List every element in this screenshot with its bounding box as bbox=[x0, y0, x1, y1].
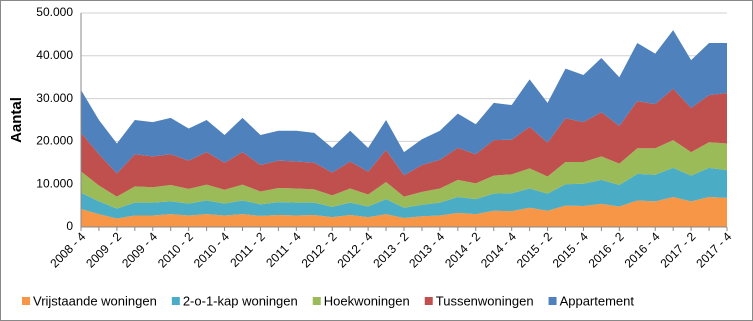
y-tick-label: 0 bbox=[66, 219, 73, 233]
legend-label: Appartement bbox=[560, 293, 635, 308]
y-axis-label: Aantal bbox=[8, 97, 25, 143]
legend-swatch bbox=[312, 297, 321, 305]
y-tick-label: 50.000 bbox=[36, 5, 73, 19]
y-tick-label: 40.000 bbox=[36, 48, 73, 62]
legend-item: 2-o-1-kap woningen bbox=[171, 293, 298, 308]
legend-item: Vrijstaande woningen bbox=[22, 293, 157, 308]
legend-swatch bbox=[22, 297, 30, 305]
y-tick-label: 20.000 bbox=[36, 134, 73, 148]
legend-label: 2-o-1-kap woningen bbox=[183, 293, 298, 308]
legend-swatch bbox=[424, 297, 433, 305]
y-tick-label: 10.000 bbox=[36, 176, 73, 190]
legend-swatch bbox=[548, 297, 557, 305]
area bbox=[81, 88, 727, 197]
area bbox=[81, 140, 727, 209]
legend-swatch bbox=[171, 297, 180, 305]
legend-item: Appartement bbox=[548, 293, 635, 308]
area bbox=[81, 167, 727, 219]
legend-item: Tussenwoningen bbox=[424, 293, 534, 308]
area bbox=[81, 30, 727, 176]
legend-item: Hoekwoningen bbox=[312, 293, 410, 308]
legend-label: Hoekwoningen bbox=[324, 293, 410, 308]
legend-label: Vrijstaande woningen bbox=[33, 293, 157, 308]
legend-label: Tussenwoningen bbox=[436, 293, 534, 308]
y-tick-label: 30.000 bbox=[36, 91, 73, 105]
area bbox=[81, 197, 727, 227]
